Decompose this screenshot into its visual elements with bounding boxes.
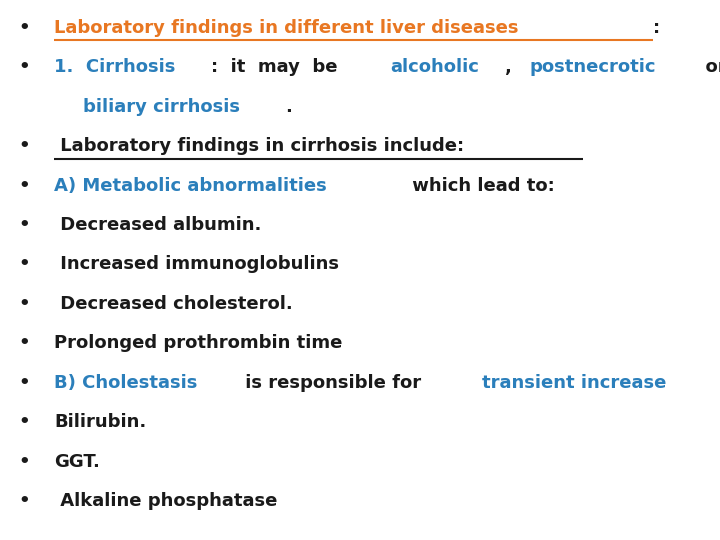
Text: which lead to:: which lead to:	[406, 177, 554, 194]
Text: Alkaline phosphatase: Alkaline phosphatase	[54, 492, 277, 510]
Text: Laboratory findings in different liver diseases: Laboratory findings in different liver d…	[54, 19, 518, 37]
Text: Bilirubin.: Bilirubin.	[54, 413, 146, 431]
Text: B) Cholestasis: B) Cholestasis	[54, 374, 197, 391]
Text: Prolonged prothrombin time: Prolonged prothrombin time	[54, 334, 343, 352]
Text: •: •	[18, 334, 30, 352]
Text: •: •	[18, 453, 30, 470]
Text: •: •	[18, 374, 30, 391]
Text: •: •	[18, 295, 30, 313]
Text: •: •	[18, 216, 30, 234]
Text: postnecrotic: postnecrotic	[530, 58, 656, 76]
Text: •: •	[18, 492, 30, 510]
Text: biliary cirrhosis: biliary cirrhosis	[83, 98, 240, 116]
Text: •: •	[18, 255, 30, 273]
Text: .: .	[285, 98, 292, 116]
Text: •: •	[18, 58, 30, 76]
Text: Decreased cholesterol.: Decreased cholesterol.	[54, 295, 293, 313]
Text: •: •	[18, 177, 30, 194]
Text: Decreased albumin.: Decreased albumin.	[54, 216, 261, 234]
Text: GGT.: GGT.	[54, 453, 100, 470]
Text: •: •	[18, 413, 30, 431]
Text: :: :	[653, 19, 660, 37]
Text: alcoholic: alcoholic	[390, 58, 479, 76]
Text: •: •	[18, 19, 30, 37]
Text: transient increase: transient increase	[482, 374, 667, 391]
Text: is responsible for: is responsible for	[239, 374, 428, 391]
Text: :  it  may  be: : it may be	[211, 58, 350, 76]
Text: 1.  Cirrhosis: 1. Cirrhosis	[54, 58, 176, 76]
Text: •: •	[18, 137, 30, 155]
Text: Increased immunoglobulins: Increased immunoglobulins	[54, 255, 339, 273]
Text: or: or	[693, 58, 720, 76]
Text: Laboratory findings in cirrhosis include:: Laboratory findings in cirrhosis include…	[54, 137, 464, 155]
Text: A) Metabolic abnormalities: A) Metabolic abnormalities	[54, 177, 327, 194]
Text: ,: ,	[505, 58, 524, 76]
